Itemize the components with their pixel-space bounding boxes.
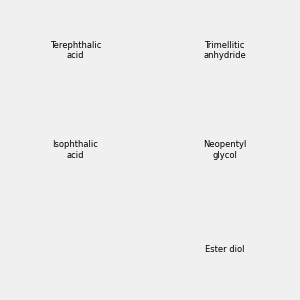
Text: Neopentyl
glycol: Neopentyl glycol <box>203 140 246 160</box>
Text: Isophthalic
acid: Isophthalic acid <box>52 140 98 160</box>
Text: Ester diol: Ester diol <box>205 245 244 254</box>
Text: Terephthalic
acid: Terephthalic acid <box>50 41 101 60</box>
Text: Trimellitic
anhydride: Trimellitic anhydride <box>203 41 246 60</box>
